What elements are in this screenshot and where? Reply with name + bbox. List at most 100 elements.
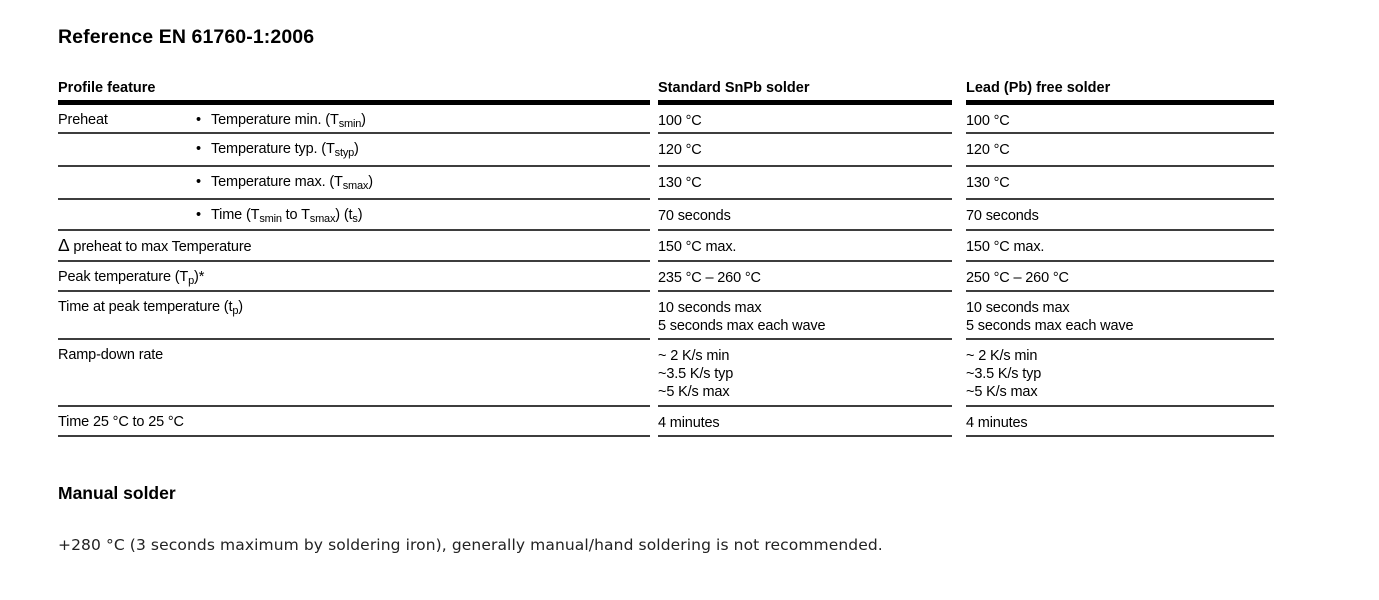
value-line: 120 °C [658, 142, 702, 158]
snpb-value-cell: 10 seconds max 5 seconds max each wave [658, 292, 952, 340]
row-group-label [58, 207, 196, 229]
feature-text: Temperature max. (T [211, 174, 343, 190]
feature-text: ) [361, 112, 366, 128]
feature-subscript: smin [259, 213, 282, 225]
value-line: 10 seconds max [658, 300, 762, 316]
value-line: 100 °C [966, 113, 1010, 129]
snpb-value-cell: 100 °C [658, 105, 952, 134]
feature-text: ) [368, 174, 373, 190]
feature-subscript: p [232, 305, 239, 317]
profile-feature-cell: Ramp-down rate [58, 340, 650, 407]
page-title: Reference EN 61760-1:2006 [58, 26, 315, 48]
feature-text: ) [238, 299, 243, 315]
value-line: 130 °C [658, 175, 702, 191]
value-line: ~5 K/s max [658, 384, 730, 400]
table-header-row: Profile feature Standard SnPb solder Lea… [58, 80, 1274, 105]
leadfree-value-cell: 70 seconds [966, 200, 1274, 231]
snpb-value-cell: 120 °C [658, 134, 952, 167]
leadfree-value-cell: 100 °C [966, 105, 1274, 134]
feature-text: Temperature min. (T [211, 112, 339, 128]
leadfree-value-cell: 4 minutes [966, 407, 1274, 437]
value-line: 150 °C max. [658, 239, 737, 255]
value-line: 4 minutes [966, 415, 1028, 431]
value-line: 250 °C – 260 °C [966, 270, 1069, 286]
value-line: ~3.5 K/s typ [658, 366, 734, 382]
manual-solder-text: +280 °C (3 seconds maximum by soldering … [58, 536, 883, 554]
snpb-value-cell: 130 °C [658, 167, 952, 200]
snpb-value-cell: 4 minutes [658, 407, 952, 437]
table-row: • Temperature max. (Tsmax) 130 °C 130 °C [58, 167, 1274, 200]
value-line: ~3.5 K/s typ [966, 366, 1042, 382]
snpb-value-cell: 70 seconds [658, 200, 952, 231]
bullet-icon: • [196, 174, 201, 190]
value-line: ~ 2 K/s min [658, 348, 730, 364]
snpb-value-cell: 150 °C max. [658, 231, 952, 262]
feature-label: Time 25 °C to 25 °C [58, 414, 650, 435]
leadfree-value-cell: 10 seconds max 5 seconds max each wave [966, 292, 1274, 340]
feature-text: ) [357, 207, 363, 223]
feature-label: Δ preheat to max Temperature [58, 236, 650, 260]
table-row: Time at peak temperature (tp) 10 seconds… [58, 292, 1274, 340]
value-line: 235 °C – 260 °C [658, 270, 761, 286]
feature-text: Time 25 °C to 25 °C [58, 414, 184, 430]
row-group-label [58, 141, 196, 165]
value-line: ~5 K/s max [966, 384, 1038, 400]
feature-text: preheat to max Temperature [69, 239, 252, 255]
feature-text: ) [354, 141, 359, 157]
value-line: 5 seconds max each wave [658, 318, 826, 334]
feature-text: ) (t [335, 207, 353, 223]
feature-subscript: s [352, 213, 358, 225]
row-group-label [58, 174, 196, 198]
solder-profile-table: Profile feature Standard SnPb solder Lea… [58, 80, 1274, 437]
manual-solder-heading: Manual solder [58, 483, 176, 503]
bullet-icon: • [196, 141, 201, 157]
profile-feature-cell: • Temperature typ. (Tstyp) [58, 134, 650, 167]
feature-subscript: smax [309, 213, 336, 225]
table-row: Ramp-down rate ~ 2 K/s min ~3.5 K/s typ … [58, 340, 1274, 407]
value-line: 100 °C [658, 113, 702, 129]
profile-feature-cell: Time at peak temperature (tp) [58, 292, 650, 340]
header-lead-free: Lead (Pb) free solder [966, 80, 1274, 105]
profile-feature-cell: Time 25 °C to 25 °C [58, 407, 650, 437]
feature-label: Time (Tsmin to Tsmax) (ts) [211, 207, 650, 229]
feature-text: to T [281, 207, 310, 223]
value-line: 4 minutes [658, 415, 720, 431]
value-line: 130 °C [966, 175, 1010, 191]
leadfree-value-cell: 150 °C max. [966, 231, 1274, 262]
table-row: Δ preheat to max Temperature 150 °C max.… [58, 231, 1274, 262]
feature-subscript: styp [334, 147, 355, 159]
feature-label: Ramp-down rate [58, 347, 650, 405]
feature-text: Time (T [211, 207, 260, 223]
snpb-value-cell: 235 °C – 260 °C [658, 262, 952, 292]
leadfree-value-cell: 130 °C [966, 167, 1274, 200]
profile-feature-cell: Peak temperature (Tp)* [58, 262, 650, 292]
page-content: Reference EN 61760-1:2006 Profile featur… [58, 0, 1274, 555]
profile-feature-cell: Preheat • Temperature min. (Tsmin) [58, 105, 650, 134]
table-row: • Time (Tsmin to Tsmax) (ts) 70 seconds … [58, 200, 1274, 231]
value-line: ~ 2 K/s min [966, 348, 1038, 364]
profile-feature-cell: • Temperature max. (Tsmax) [58, 167, 650, 200]
leadfree-value-cell: 250 °C – 260 °C [966, 262, 1274, 292]
row-group-label: Preheat [58, 112, 108, 128]
bullet-icon: • [196, 207, 201, 223]
value-line: 150 °C max. [966, 239, 1045, 255]
value-line: 70 seconds [658, 208, 731, 224]
bullet-icon: • [196, 112, 201, 128]
table-row: • Temperature typ. (Tstyp) 120 °C 120 °C [58, 134, 1274, 167]
value-line: 70 seconds [966, 208, 1039, 224]
feature-subscript: p [188, 275, 195, 287]
value-line: 10 seconds max [966, 300, 1070, 316]
header-standard-snpb: Standard SnPb solder [658, 80, 952, 105]
feature-label: Temperature min. (Tsmin) [211, 112, 650, 132]
snpb-value-cell: ~ 2 K/s min ~3.5 K/s typ ~5 K/s max [658, 340, 952, 407]
feature-subscript: smax [342, 180, 369, 192]
table-row: Peak temperature (Tp)* 235 °C – 260 °C 2… [58, 262, 1274, 292]
feature-label: Temperature typ. (Tstyp) [211, 141, 650, 165]
feature-text: Ramp-down rate [58, 347, 164, 363]
feature-label: Peak temperature (Tp)* [58, 269, 650, 290]
value-line: 5 seconds max each wave [966, 318, 1134, 334]
header-profile-feature: Profile feature [58, 80, 650, 105]
profile-feature-cell: • Time (Tsmin to Tsmax) (ts) [58, 200, 650, 231]
feature-label: Time at peak temperature (tp) [58, 299, 650, 338]
leadfree-value-cell: ~ 2 K/s min ~3.5 K/s typ ~5 K/s max [966, 340, 1274, 407]
